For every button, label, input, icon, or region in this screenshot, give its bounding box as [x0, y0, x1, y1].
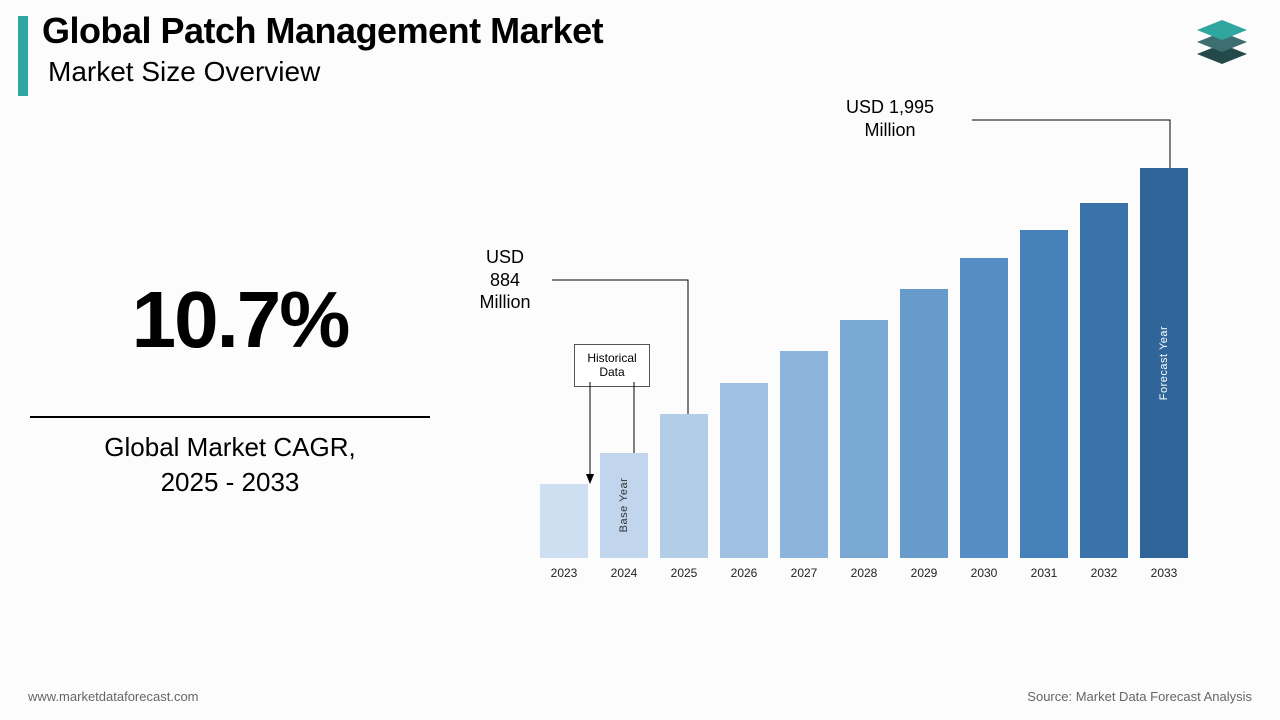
bar-inner-label: Forecast Year	[1158, 326, 1170, 400]
bar-rect	[540, 484, 588, 558]
bar-rect	[720, 383, 768, 559]
bar-rect	[960, 258, 1008, 558]
bar-2029: 2029	[900, 289, 948, 580]
bar-rect: Forecast Year	[1140, 168, 1188, 558]
bar-2033: Forecast Year 2033	[1140, 168, 1188, 580]
page: Global Patch Management Market Market Si…	[0, 0, 1280, 720]
bar-2024: Base Year 2024	[600, 453, 648, 580]
bar-rect	[780, 351, 828, 558]
bar-2031: 2031	[1020, 230, 1068, 580]
bar-year-label: 2025	[671, 566, 698, 580]
bar-year-label: 2024	[611, 566, 638, 580]
bar-year-label: 2032	[1091, 566, 1118, 580]
bar-rect	[1080, 203, 1128, 558]
bar-rect	[660, 414, 708, 558]
bar-rect	[840, 320, 888, 558]
bar-rect: Base Year	[600, 453, 648, 558]
bar-2032: 2032	[1080, 203, 1128, 580]
bar-2028: 2028	[840, 320, 888, 580]
bar-year-label: 2023	[551, 566, 578, 580]
bar-rect	[900, 289, 948, 558]
bars-container: 2023 Base Year 2024 2025 2026 2027 2028 2029 203…	[540, 190, 1240, 580]
bar-rect	[1020, 230, 1068, 558]
bar-year-label: 2029	[911, 566, 938, 580]
bar-2026: 2026	[720, 383, 768, 581]
bar-year-label: 2026	[731, 566, 758, 580]
bar-chart: 2023 Base Year 2024 2025 2026 2027 2028 2029 203…	[540, 190, 1240, 610]
bar-year-label: 2031	[1031, 566, 1058, 580]
bar-2030: 2030	[960, 258, 1008, 580]
bar-inner-label: Base Year	[618, 478, 630, 533]
bar-year-label: 2033	[1151, 566, 1178, 580]
bar-2025: 2025	[660, 414, 708, 580]
bar-2023: 2023	[540, 484, 588, 580]
bar-year-label: 2028	[851, 566, 878, 580]
footer-source: Source: Market Data Forecast Analysis	[1027, 689, 1252, 704]
bar-year-label: 2027	[791, 566, 818, 580]
bar-2027: 2027	[780, 351, 828, 580]
bar-year-label: 2030	[971, 566, 998, 580]
footer-url: www.marketdataforecast.com	[28, 689, 199, 704]
